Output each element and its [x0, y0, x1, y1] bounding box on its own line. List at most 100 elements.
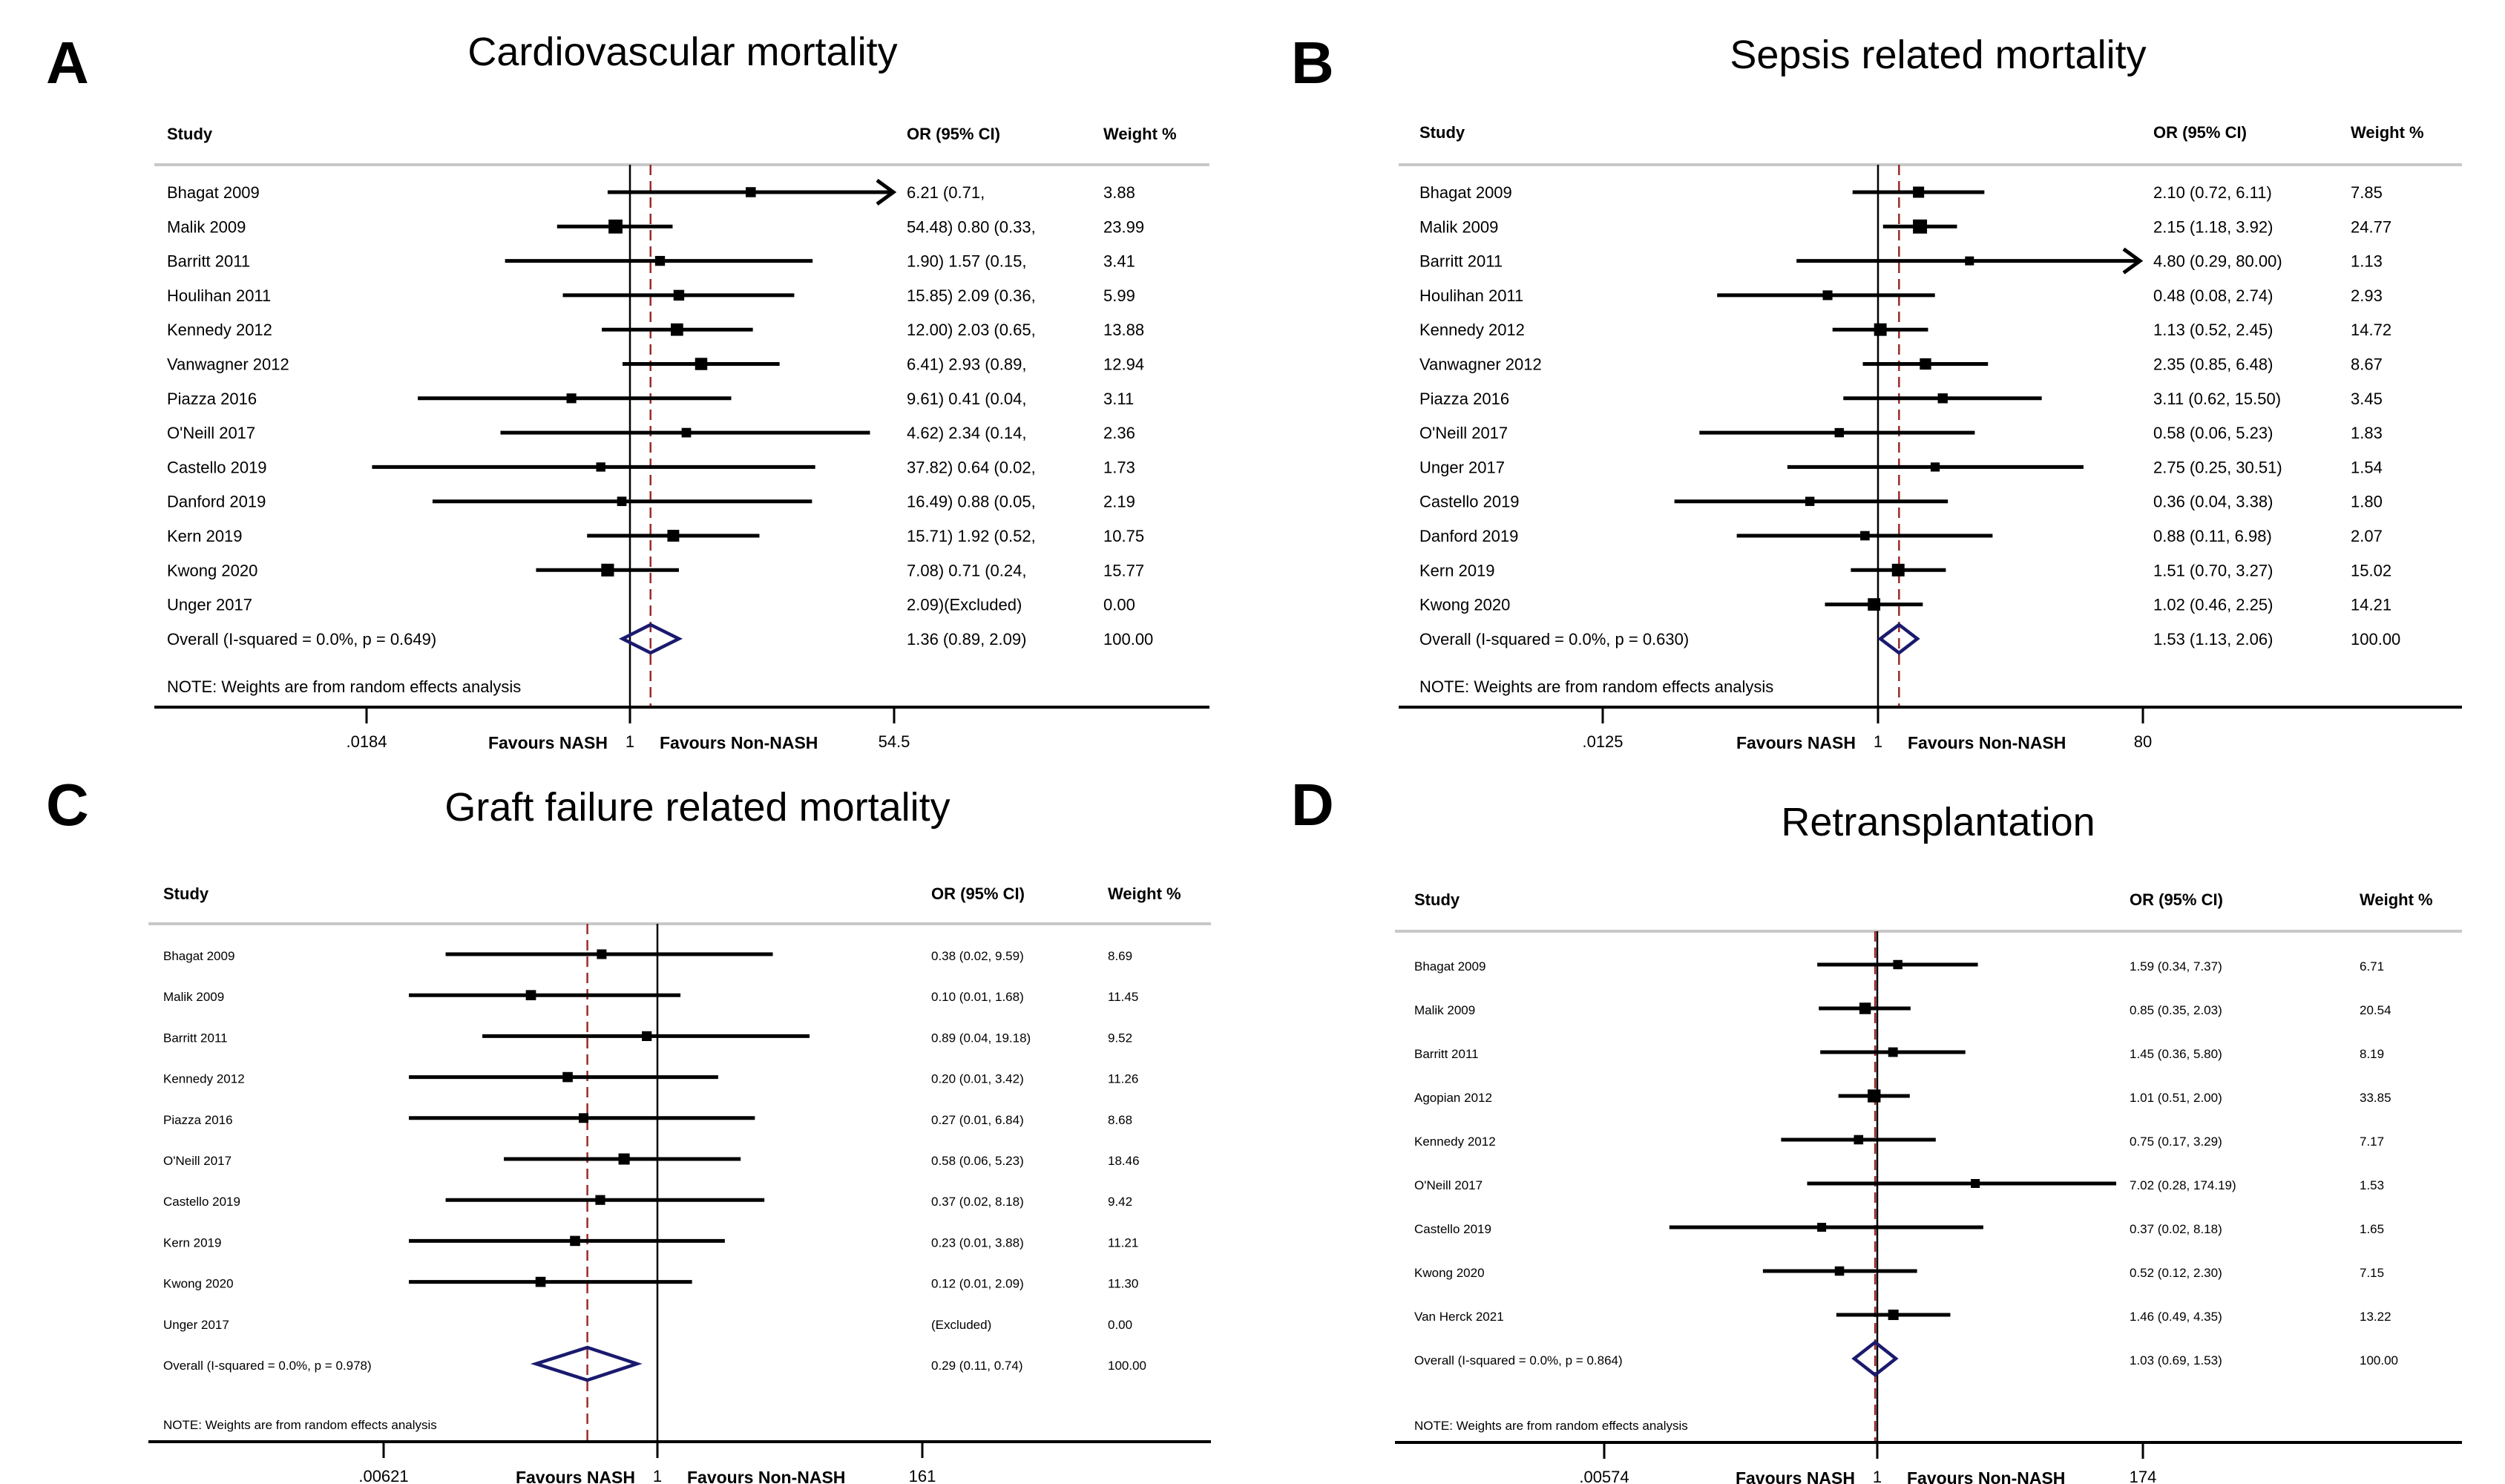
forest-panel-b: B Sepsis related mortality Study OR (95% CI…	[1291, 30, 2462, 752]
study-name: Kern 2019	[163, 1235, 221, 1250]
study-name: Danford 2019	[1419, 527, 1518, 545]
overall-weight: 100.00	[2360, 1353, 2398, 1368]
overall-label: Overall (I-squared = 0.0%, p = 0.864)	[1414, 1353, 1623, 1368]
study-row: Castello 2019 0.37 (0.02, 8.18) 9.42	[163, 1195, 1132, 1209]
study-name: Agopian 2012	[1414, 1091, 1492, 1105]
point-estimate-marker	[1893, 959, 1902, 970]
study-weight: 3.45	[2351, 390, 2383, 408]
study-row: Houlihan 2011 15.85) 2.09 (0.36, 5.99	[167, 286, 1135, 305]
study-weight: 14.21	[2351, 596, 2391, 614]
study-name: O'Neill 2017	[167, 424, 255, 442]
column-header-weight: Weight %	[1103, 125, 1177, 143]
point-estimate-marker	[1965, 256, 1974, 266]
column-header-or: OR (95% CI)	[2130, 890, 2223, 909]
favours-right-label: Favours Non-NASH	[660, 733, 818, 752]
study-name: Bhagat 2009	[1419, 183, 1512, 202]
column-header-study: Study	[167, 125, 213, 143]
point-estimate-marker	[1868, 598, 1881, 611]
point-estimate-marker	[1930, 462, 1940, 472]
study-row: Barritt 2011 4.80 (0.29, 80.00) 1.13	[1419, 247, 2383, 275]
point-estimate-marker	[1913, 219, 1928, 234]
x-axis-tick-label: .00621	[358, 1467, 408, 1484]
study-row: Kwong 2020 7.08) 0.71 (0.24, 15.77	[167, 561, 1144, 580]
study-or-ci: 4.62) 2.34 (0.14,	[907, 424, 1026, 442]
x-axis-tick-label: 1	[1873, 1468, 1882, 1484]
study-row: Kern 2019 0.23 (0.01, 3.88) 11.21	[163, 1235, 1138, 1250]
study-or-ci: 2.10 (0.72, 6.11)	[2153, 183, 2272, 202]
point-estimate-marker	[746, 187, 756, 197]
study-name: Castello 2019	[167, 458, 267, 476]
x-axis-tick-label: 1	[1874, 732, 1882, 751]
point-estimate-marker	[1888, 1309, 1899, 1321]
overall-diamond	[1877, 623, 1920, 655]
study-name: Unger 2017	[167, 596, 252, 614]
panel-title: Cardiovascular mortality	[467, 30, 897, 74]
study-or-ci: 0.52 (0.12, 2.30)	[2130, 1266, 2222, 1280]
study-name: Kwong 2020	[1414, 1266, 1485, 1280]
study-row: Malik 2009 2.15 (1.18, 3.92) 24.77	[1419, 217, 2391, 236]
weights-note: NOTE: Weights are from random effects an…	[1419, 677, 1773, 696]
weights-note: NOTE: Weights are from random effects an…	[163, 1418, 437, 1432]
study-row: Barritt 2011 0.89 (0.04, 19.18) 9.52	[163, 1031, 1132, 1045]
x-axis-tick-label: 80	[2134, 732, 2152, 751]
point-estimate-marker	[1822, 290, 1833, 301]
study-row: Unger 2017 (Excluded) 0.00	[163, 1318, 1132, 1332]
overall-or-ci: 1.53 (1.13, 2.06)	[2153, 630, 2273, 649]
study-or-ci: (Excluded)	[931, 1318, 991, 1332]
study-weight: 8.68	[1108, 1113, 1132, 1127]
favours-left-label: Favours NASH	[1736, 1468, 1855, 1484]
study-weight: 13.22	[2360, 1310, 2391, 1324]
study-name: Castello 2019	[1419, 493, 1520, 511]
study-or-ci: 15.71) 1.92 (0.52,	[907, 527, 1036, 545]
panel-title: Sepsis related mortality	[1730, 33, 2146, 77]
study-or-ci: 54.48) 0.80 (0.33,	[907, 217, 1036, 236]
study-weight: 15.77	[1103, 561, 1144, 580]
overall-diamond	[530, 1345, 643, 1382]
study-row: Kern 2019 15.71) 1.92 (0.52, 10.75	[167, 527, 1144, 545]
study-row: Piazza 2016 3.11 (0.62, 15.50) 3.45	[1419, 390, 2383, 408]
study-name: Kern 2019	[1419, 561, 1495, 580]
study-weight: 1.53	[2360, 1178, 2384, 1192]
x-axis-tick-label: 54.5	[879, 732, 910, 751]
study-row: Kwong 2020 0.52 (0.12, 2.30) 7.15	[1414, 1266, 2384, 1280]
overall-or-ci: 0.29 (0.11, 0.74)	[931, 1359, 1023, 1373]
study-weight: 2.36	[1103, 424, 1135, 442]
study-weight: 0.00	[1108, 1318, 1132, 1332]
study-row: Danford 2019 16.49) 0.88 (0.05, 2.19	[167, 493, 1135, 511]
study-name: O'Neill 2017	[1419, 424, 1508, 442]
study-or-ci: 1.51 (0.70, 3.27)	[2153, 561, 2273, 580]
study-row: Bhagat 2009 0.38 (0.02, 9.59) 8.69	[163, 949, 1132, 963]
study-row: Kern 2019 1.51 (0.70, 3.27) 15.02	[1419, 561, 2391, 580]
ci-arrow-icon	[876, 178, 897, 206]
study-weight: 7.15	[2360, 1266, 2384, 1280]
study-name: Houlihan 2011	[167, 286, 271, 305]
study-row: Malik 2009 54.48) 0.80 (0.33, 23.99	[167, 217, 1144, 236]
study-row: Barritt 2011 1.45 (0.36, 5.80) 8.19	[1414, 1047, 2384, 1061]
study-row: Piazza 2016 0.27 (0.01, 6.84) 8.68	[163, 1113, 1132, 1127]
study-or-ci: 0.58 (0.06, 5.23)	[2153, 424, 2273, 442]
study-weight: 1.83	[2351, 424, 2383, 442]
study-or-ci: 0.58 (0.06, 5.23)	[931, 1154, 1024, 1168]
study-or-ci: 2.09)(Excluded)	[907, 596, 1022, 614]
study-name: Malik 2009	[1414, 1003, 1475, 1017]
study-weight: 2.93	[2351, 286, 2383, 305]
study-weight: 1.13	[2351, 252, 2383, 271]
weights-note: NOTE: Weights are from random effects an…	[167, 677, 521, 696]
overall-weight: 100.00	[1103, 630, 1153, 649]
overall-weight: 100.00	[2351, 630, 2400, 649]
forest-panel-c: C Graft failure related mortality Study OR …	[46, 772, 1211, 1484]
column-header-study: Study	[1414, 890, 1460, 909]
study-or-ci: 1.46 (0.49, 4.35)	[2130, 1310, 2222, 1324]
point-estimate-marker	[1891, 563, 1905, 577]
study-row: O'Neill 2017 0.58 (0.06, 5.23) 1.83	[1419, 424, 2383, 442]
study-or-ci: 1.02 (0.46, 2.25)	[2153, 596, 2273, 614]
point-estimate-marker	[601, 563, 614, 577]
study-name: Vanwagner 2012	[167, 355, 289, 374]
study-weight: 8.67	[2351, 355, 2383, 374]
study-name: Danford 2019	[167, 493, 266, 511]
column-header-weight: Weight %	[2351, 123, 2424, 142]
study-weight: 11.30	[1108, 1277, 1138, 1291]
study-name: Kennedy 2012	[1419, 321, 1525, 339]
study-weight: 2.19	[1103, 493, 1135, 511]
overall-weight: 100.00	[1108, 1359, 1146, 1373]
